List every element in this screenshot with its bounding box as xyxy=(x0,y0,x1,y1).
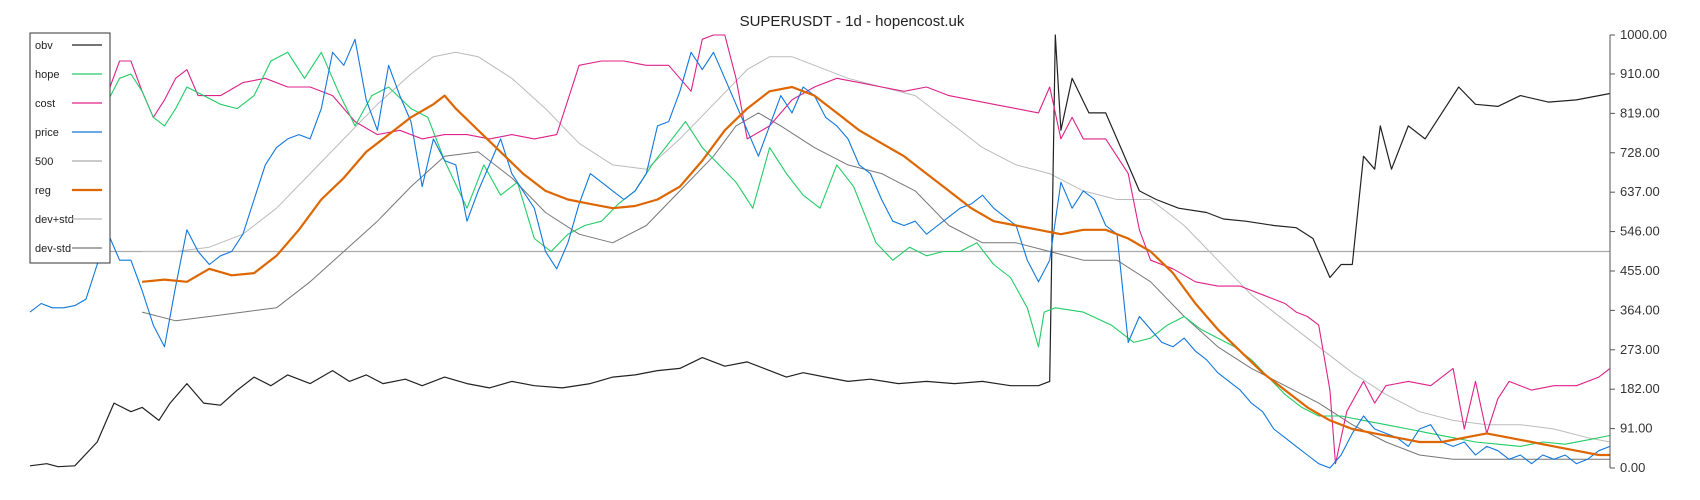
y-tick-label: 273.00 xyxy=(1620,342,1660,357)
legend-label-price: price xyxy=(35,127,59,139)
legend-label-obv: obv xyxy=(35,40,53,52)
series-line-obv xyxy=(29,34,1611,468)
legend-label-hope: hope xyxy=(35,69,59,81)
legend: obv hope cost price 500 reg dev+std dev-std xyxy=(29,32,111,264)
legend-label-reg: reg xyxy=(35,185,51,197)
legend-label-dev-std: dev+std xyxy=(35,214,74,226)
chart-title: SUPERUSDT - 1d - hopencost.uk xyxy=(740,13,965,30)
y-tick-label: 455.00 xyxy=(1620,263,1660,278)
series-line-dev-std xyxy=(142,51,1611,443)
series-line-price xyxy=(29,38,1611,469)
y-tick-label: 182.00 xyxy=(1620,381,1660,396)
y-tick-label: 546.00 xyxy=(1620,224,1660,239)
series-line-cost xyxy=(107,34,1611,465)
y-tick-label: 728.00 xyxy=(1620,145,1660,160)
y-axis-ticks: 1000.00 910.00 819.00 728.00 637.00 546.00 455… xyxy=(1610,27,1667,475)
y-tick-label: 0.00 xyxy=(1620,460,1645,475)
legend-label-cost: cost xyxy=(35,98,55,110)
series-line-hope xyxy=(107,51,1611,447)
y-tick-label: 1000.00 xyxy=(1620,27,1667,42)
y-tick-label: 910.00 xyxy=(1620,66,1660,81)
series-line-reg xyxy=(141,85,1610,457)
y-tick-label: 91.00 xyxy=(1620,421,1653,436)
legend-box xyxy=(29,32,111,264)
legend-label-500: 500 xyxy=(35,156,53,168)
y-tick-label: 637.00 xyxy=(1620,184,1660,199)
y-tick-label: 819.00 xyxy=(1620,105,1660,120)
plot-lines xyxy=(29,34,1611,469)
legend-label-dev-std: dev-std xyxy=(35,243,71,255)
y-tick-label: 364.00 xyxy=(1620,302,1660,317)
